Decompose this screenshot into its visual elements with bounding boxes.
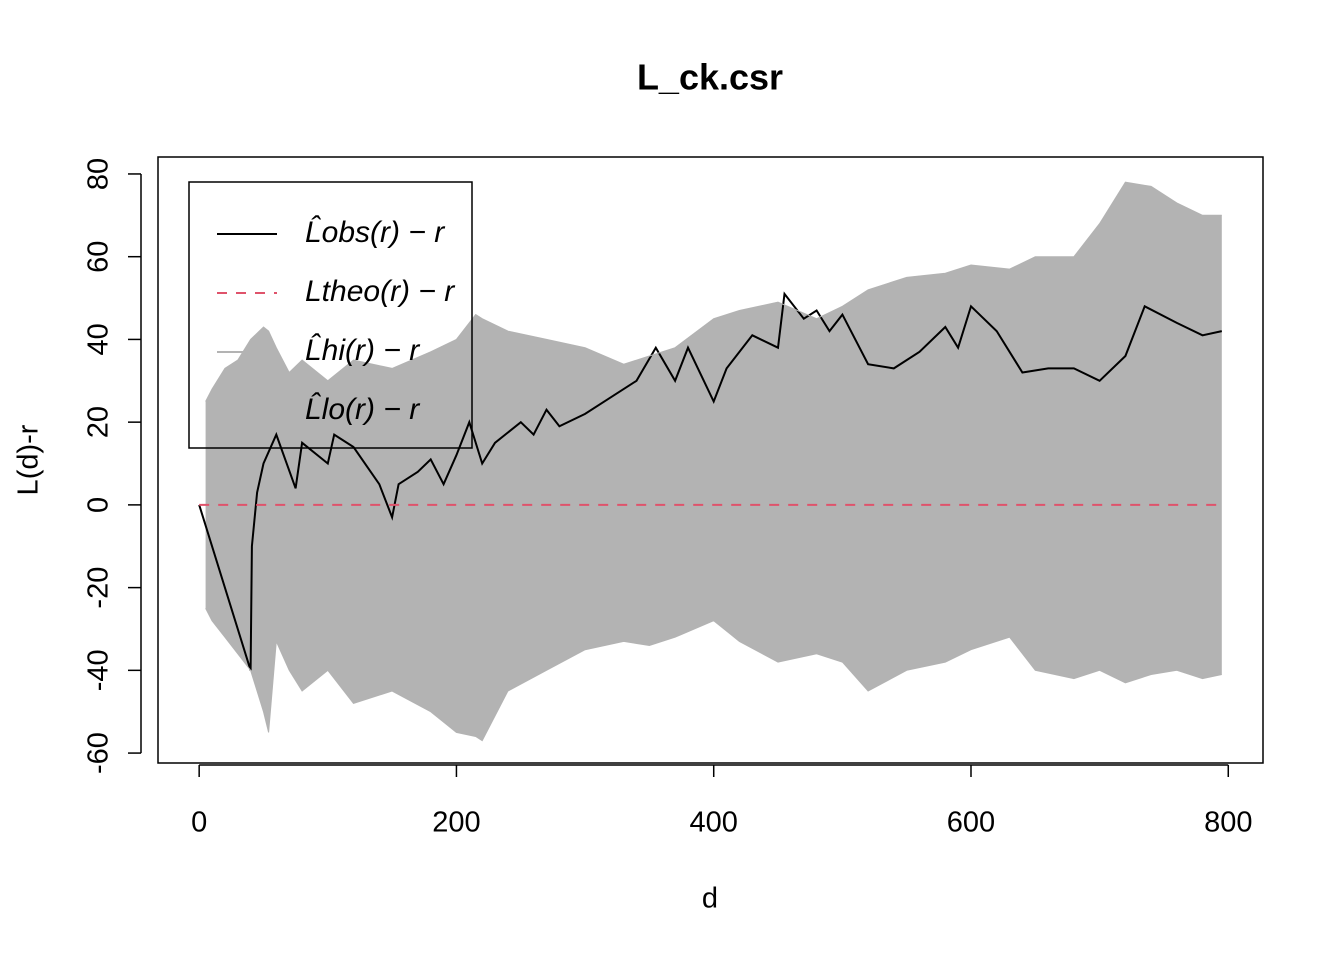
y-tick-label: -40	[83, 649, 115, 691]
series-line	[205, 608, 1222, 742]
legend-label: L̂lo(r) − r	[305, 393, 420, 426]
x-tick-label: 600	[947, 807, 995, 839]
series-line	[198, 291, 1223, 671]
plot-frame	[157, 156, 1264, 764]
chart-title: L_ck.csr	[637, 57, 783, 98]
x-tick-label: 400	[690, 807, 738, 839]
y-tick-label: 20	[83, 406, 115, 438]
y-tick-label: -20	[83, 567, 115, 609]
y-tick-label: 0	[83, 497, 115, 513]
y-tick-label: 80	[83, 158, 115, 190]
y-axis-label: L(d)-r	[13, 424, 45, 495]
y-tick-label: 40	[83, 323, 115, 355]
legend-label: Ltheo(r) − r	[305, 275, 455, 308]
envelope-band	[205, 182, 1222, 741]
legend-label: L̂hi(r) − r	[305, 334, 420, 367]
series-line	[205, 181, 1222, 402]
x-tick-label: 0	[191, 807, 207, 839]
legend-label: L̂obs(r) − r	[305, 216, 445, 249]
x-tick-label: 800	[1204, 807, 1252, 839]
legend-box	[188, 181, 473, 449]
y-tick-label: -60	[83, 732, 115, 774]
x-axis-label: d	[702, 883, 718, 915]
y-tick-label: 60	[83, 241, 115, 273]
x-tick-label: 200	[432, 807, 480, 839]
